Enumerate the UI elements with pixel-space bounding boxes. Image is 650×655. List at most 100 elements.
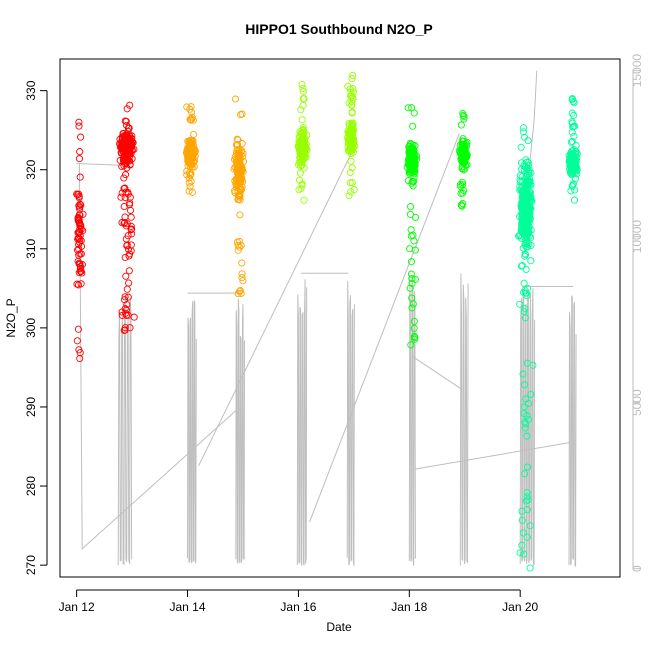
data-point — [567, 159, 575, 167]
series-flight-7 — [403, 104, 421, 349]
data-point — [348, 127, 356, 135]
plot-frame — [59, 58, 621, 578]
data-point — [348, 109, 356, 117]
y-tick-label: 300 — [24, 318, 38, 338]
data-point — [187, 136, 195, 144]
data-point — [187, 177, 195, 185]
series-flight-8 — [455, 110, 471, 210]
data-point — [234, 160, 242, 168]
data-point — [124, 232, 132, 240]
data-point — [298, 80, 306, 89]
data-point — [187, 108, 196, 116]
data-point — [297, 106, 305, 114]
data-point — [233, 156, 241, 164]
data-point — [299, 95, 307, 103]
altitude-flight-profile — [568, 294, 577, 567]
data-point — [520, 124, 528, 132]
data-point — [120, 140, 128, 148]
data-point — [125, 148, 133, 157]
data-point — [457, 201, 465, 209]
data-point — [523, 506, 531, 514]
data-point — [519, 529, 527, 537]
altitude-connector — [78, 163, 238, 550]
data-point — [238, 270, 246, 278]
y2-tick-label: 15000 — [630, 54, 644, 88]
data-point — [517, 226, 525, 234]
data-point — [523, 463, 532, 471]
data-point — [296, 169, 304, 177]
data-point — [346, 179, 354, 187]
data-point — [408, 157, 416, 165]
data-point — [407, 166, 416, 175]
altitude-flight-profile — [459, 273, 469, 566]
axes: Jan 12 Jan 14 Jan 16 Jan 18 Jan 20 270 280 290 3… — [24, 54, 644, 614]
data-point — [126, 193, 134, 201]
data-point — [186, 115, 194, 124]
data-point — [411, 275, 419, 283]
data-point — [459, 154, 467, 162]
data-point — [122, 272, 130, 280]
data-point — [521, 424, 529, 432]
data-point — [117, 193, 125, 201]
data-point — [235, 287, 244, 295]
data-point — [299, 123, 307, 132]
data-point — [460, 153, 469, 161]
altitude-flight-profile — [235, 298, 245, 564]
data-point — [517, 159, 526, 167]
data-point — [295, 186, 303, 194]
data-point — [126, 146, 134, 154]
data-point — [570, 132, 578, 140]
data-point — [516, 172, 524, 180]
altitude-connector — [411, 355, 463, 390]
data-point — [300, 164, 308, 172]
data-point — [298, 134, 306, 142]
data-point — [518, 507, 526, 515]
data-point — [521, 470, 529, 478]
data-point — [75, 122, 83, 130]
data-point — [407, 258, 416, 266]
data-point — [410, 324, 418, 332]
x-axis-label: Date — [326, 620, 352, 634]
data-point — [236, 189, 244, 197]
y-axis-label: N2O_P — [4, 298, 18, 337]
data-point — [457, 183, 465, 191]
y2-tick-label: 5000 — [630, 389, 644, 416]
data-point — [522, 251, 530, 259]
data-point — [348, 179, 356, 187]
data-point — [236, 193, 244, 201]
data-point — [348, 138, 356, 146]
data-point — [233, 140, 241, 149]
data-point — [523, 488, 531, 497]
data-point — [299, 143, 307, 151]
data-point — [568, 182, 576, 190]
data-point — [120, 202, 128, 211]
data-point — [458, 163, 466, 171]
data-point — [74, 246, 82, 254]
data-point — [187, 141, 195, 149]
data-point — [521, 286, 529, 294]
series-flight-5 — [294, 80, 311, 204]
points-layer — [73, 71, 581, 572]
data-point — [526, 195, 534, 203]
data-point — [298, 137, 306, 145]
data-point — [406, 139, 414, 147]
altitude-flight-profile — [346, 281, 355, 566]
data-point — [521, 305, 529, 313]
data-point — [407, 149, 415, 157]
data-point — [237, 289, 245, 297]
data-point — [117, 140, 125, 148]
data-point — [524, 137, 532, 145]
data-point — [456, 181, 465, 189]
data-point — [75, 346, 83, 354]
data-point — [76, 267, 84, 275]
data-point — [75, 118, 83, 126]
data-point — [520, 307, 528, 316]
altitude-connector — [198, 153, 352, 467]
data-point — [299, 87, 307, 95]
data-point — [127, 213, 135, 221]
data-point — [75, 155, 84, 163]
data-point — [344, 146, 352, 154]
data-point — [76, 203, 84, 211]
data-point — [298, 116, 306, 124]
